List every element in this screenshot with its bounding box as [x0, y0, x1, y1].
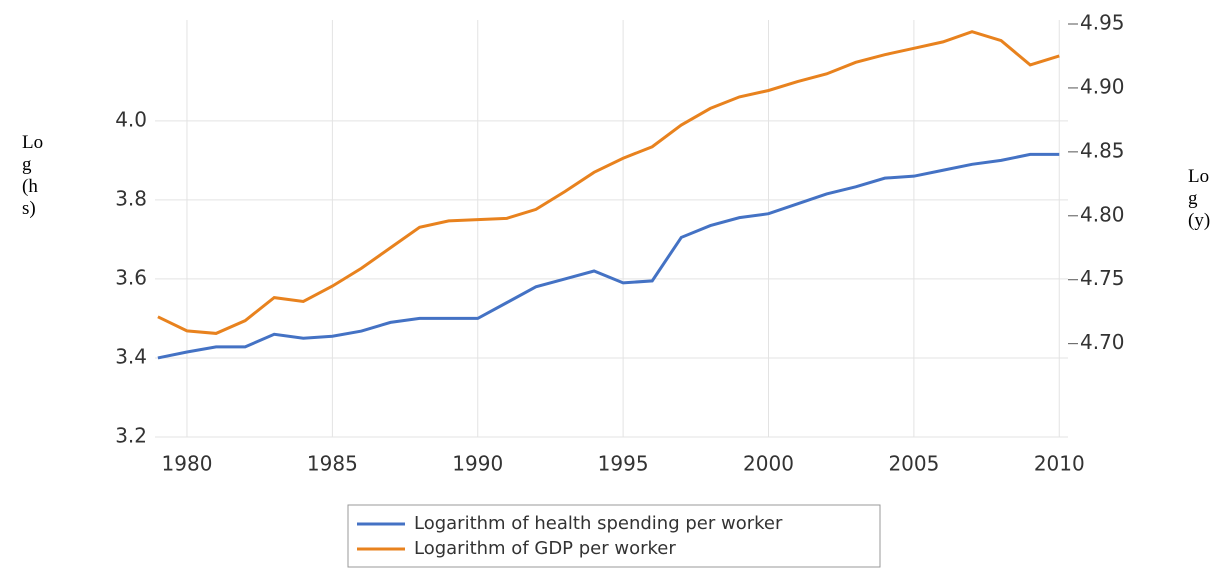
- x-tick-label: 2000: [743, 452, 794, 476]
- line-series: [157, 30, 1060, 335]
- y2-tick-label: 4.75: [1080, 266, 1125, 290]
- y2-tick-label: 4.85: [1080, 138, 1125, 162]
- x-tick-label: 2010: [1034, 452, 1085, 476]
- y2-tick-label: 4.95: [1080, 11, 1125, 35]
- y-tick-label: 4.0: [115, 107, 147, 131]
- legend-box: [347, 504, 881, 568]
- legend-label: Logarithm of GDP per worker: [414, 538, 676, 559]
- x-tick-label: 1985: [307, 452, 358, 476]
- y2-tick-label: 4.80: [1080, 202, 1125, 226]
- x-tick-label: 1990: [452, 452, 503, 476]
- y2-axis-title: Log (y): [1188, 166, 1211, 231]
- x-tick-label: 2005: [888, 452, 939, 476]
- x-tick-label: 1995: [598, 452, 649, 476]
- line-series: [157, 152, 1060, 360]
- y-tick-label: 3.8: [115, 186, 147, 210]
- x-tick-label: 1980: [162, 452, 213, 476]
- y-tick-label: 3.2: [115, 424, 147, 448]
- y2-tick-label: 4.90: [1080, 74, 1125, 98]
- y-tick-label: 3.4: [115, 344, 147, 368]
- legend-label: Logarithm of health spending per worker: [414, 513, 783, 534]
- y2-tick-label: 4.70: [1080, 330, 1125, 354]
- y-tick-label: 3.6: [115, 265, 147, 289]
- y-axis-title: Log (hs): [22, 132, 44, 219]
